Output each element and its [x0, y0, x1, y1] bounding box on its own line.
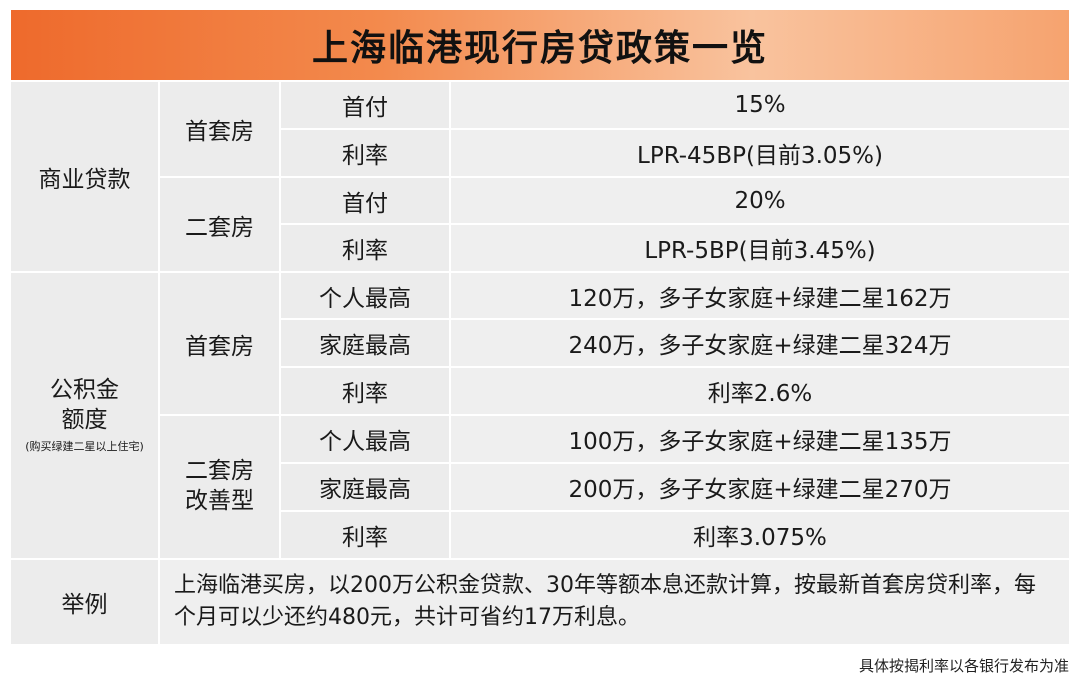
- provident-first-rate-value: 利率2.6%: [451, 368, 1069, 414]
- provident-note: (购买绿建二星以上住宅): [25, 440, 144, 454]
- commercial-second-rate-value: LPR-5BP(目前3.45%): [451, 225, 1069, 271]
- provident-first-rate-item: 利率: [281, 368, 449, 414]
- commercial-second-rate-item: 利率: [281, 225, 449, 271]
- provident-first-family-item: 家庭最高: [281, 320, 449, 366]
- example-text: 上海临港买房，以200万公积金贷款、30年等额本息还款计算，按最新首套房贷利率，…: [160, 560, 1069, 644]
- provident-second-rate-item: 利率: [281, 512, 449, 558]
- commercial-second-downpayment-value: 20%: [451, 178, 1069, 223]
- provident-second-rate-value: 利率3.075%: [451, 512, 1069, 558]
- provident-first-home-label: 首套房: [160, 273, 279, 414]
- commercial-first-rate-value: LPR-45BP(目前3.05%): [451, 130, 1069, 176]
- commercial-first-downpayment-value: 15%: [451, 82, 1069, 128]
- commercial-first-downpayment-item: 首付: [281, 82, 449, 128]
- title-banner: 上海临港现行房贷政策一览: [11, 10, 1069, 80]
- provident-second-personal-value: 100万，多子女家庭+绿建二星135万: [451, 416, 1069, 462]
- commercial-loan-label: 商业贷款: [11, 82, 158, 271]
- commercial-second-home-label: 二套房: [160, 178, 279, 271]
- provident-first-personal-item: 个人最高: [281, 273, 449, 318]
- provident-first-personal-value: 120万，多子女家庭+绿建二星162万: [451, 273, 1069, 318]
- provident-second-personal-item: 个人最高: [281, 416, 449, 462]
- provident-second-family-value: 200万，多子女家庭+绿建二星270万: [451, 464, 1069, 510]
- page-title: 上海临港现行房贷政策一览: [311, 28, 768, 69]
- commercial-first-home-label: 首套房: [160, 82, 279, 176]
- provident-first-family-value: 240万，多子女家庭+绿建二星324万: [451, 320, 1069, 366]
- provident-second-family-item: 家庭最高: [281, 464, 449, 510]
- commercial-first-rate-item: 利率: [281, 130, 449, 176]
- provident-fund-label: 公积金 额度 (购买绿建二星以上住宅): [11, 273, 158, 558]
- example-label: 举例: [11, 560, 158, 644]
- provident-second-home-label: 二套房 改善型: [160, 416, 279, 558]
- footnote: 具体按揭利率以各银行发布为准: [858, 657, 1069, 675]
- commercial-second-downpayment-item: 首付: [281, 178, 449, 223]
